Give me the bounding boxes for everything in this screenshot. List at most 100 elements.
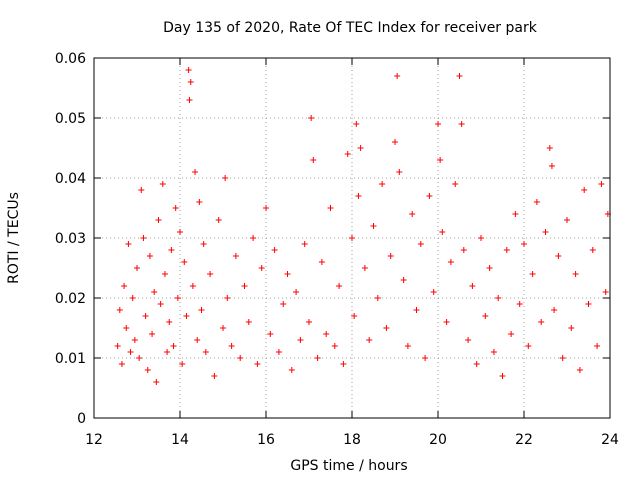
data-point [409, 211, 416, 217]
data-point [245, 319, 252, 325]
data-point [215, 217, 222, 223]
data-point [383, 325, 390, 331]
data-point [525, 343, 532, 349]
data-point [331, 343, 338, 349]
y-tick-label: 0 [77, 411, 86, 427]
y-axis-label: ROTI / TECUs [6, 192, 22, 284]
data-point [142, 313, 149, 319]
data-point [538, 319, 545, 325]
data-point [469, 283, 476, 289]
data-point [458, 121, 465, 127]
data-point [189, 283, 196, 289]
data-point [349, 235, 355, 241]
data-point [314, 355, 321, 361]
data-point [495, 295, 502, 301]
data-point [555, 253, 562, 259]
data-point [220, 325, 226, 331]
data-point [153, 379, 160, 385]
data-point [207, 271, 214, 277]
y-tick-label: 0.02 [55, 291, 86, 307]
data-point [546, 145, 553, 151]
data-point [379, 181, 386, 187]
data-point [490, 349, 497, 355]
data-point [318, 259, 325, 265]
x-tick-label: 12 [85, 432, 103, 448]
data-point [602, 289, 609, 295]
data-point [576, 367, 583, 373]
data-point [568, 325, 575, 331]
data-point [131, 337, 138, 343]
data-point [186, 97, 193, 103]
data-point [232, 253, 239, 259]
x-axis-label: GPS time / hours [290, 458, 407, 474]
data-point [237, 355, 244, 361]
data-point [136, 355, 143, 361]
data-point [548, 163, 555, 169]
data-point [417, 241, 424, 247]
data-point [144, 367, 151, 373]
data-point [486, 265, 493, 271]
data-point [435, 121, 441, 127]
y-tick-label: 0.06 [55, 51, 86, 67]
data-point [181, 259, 188, 265]
data-point [174, 295, 181, 301]
x-tick-label: 20 [429, 432, 447, 448]
data-point [224, 295, 231, 301]
data-point [465, 337, 472, 343]
data-point [146, 253, 153, 259]
data-point [306, 319, 312, 325]
data-point [250, 235, 257, 241]
data-point [118, 361, 125, 367]
data-point [529, 271, 536, 277]
data-point [478, 235, 484, 241]
data-point [516, 301, 523, 307]
data-point [198, 307, 205, 313]
x-tick-label: 14 [171, 432, 189, 448]
data-point [241, 283, 248, 289]
data-point [327, 205, 334, 211]
plot-area: 12 14 16 18 20 22 24 0 0.01 0.02 0.03 0.04 0.05 0.06 [55, 51, 619, 448]
data-point [121, 283, 128, 289]
data-point [361, 265, 368, 271]
data-point [413, 307, 420, 313]
axis-ticks: 12 14 16 18 20 22 24 0 0.01 0.02 0.03 0.04 0.05 0.06 [55, 51, 619, 448]
data-point [280, 301, 287, 307]
data-point [392, 139, 398, 145]
data-point [164, 349, 171, 355]
data-point [598, 181, 605, 187]
data-point [168, 247, 175, 253]
x-tick-label: 16 [257, 432, 275, 448]
data-point [542, 229, 549, 235]
data-point [473, 361, 480, 367]
data-point [263, 205, 269, 211]
chart-title: Day 135 of 2020, Rate Of TEC Index for r… [163, 20, 538, 36]
data-point [301, 241, 308, 247]
data-point [336, 283, 343, 289]
data-point [157, 301, 164, 307]
data-point [394, 73, 401, 79]
data-point [129, 295, 136, 301]
data-point [594, 343, 601, 349]
data-point [267, 331, 274, 337]
data-point [443, 319, 450, 325]
data-point [183, 313, 190, 319]
data-points [114, 67, 611, 385]
y-tick-label: 0.03 [55, 231, 86, 247]
data-point [166, 319, 173, 325]
data-point [430, 289, 437, 295]
data-point [404, 343, 411, 349]
data-point [127, 349, 134, 355]
data-point [551, 307, 558, 313]
data-point [140, 235, 147, 241]
data-point [222, 175, 229, 181]
data-point [271, 247, 278, 253]
data-point [426, 193, 433, 199]
data-point [170, 343, 177, 349]
data-point [123, 325, 130, 331]
x-tick-label: 18 [343, 432, 361, 448]
data-point [211, 373, 218, 379]
data-point [589, 247, 596, 253]
data-point [185, 67, 192, 73]
data-point [254, 361, 261, 367]
